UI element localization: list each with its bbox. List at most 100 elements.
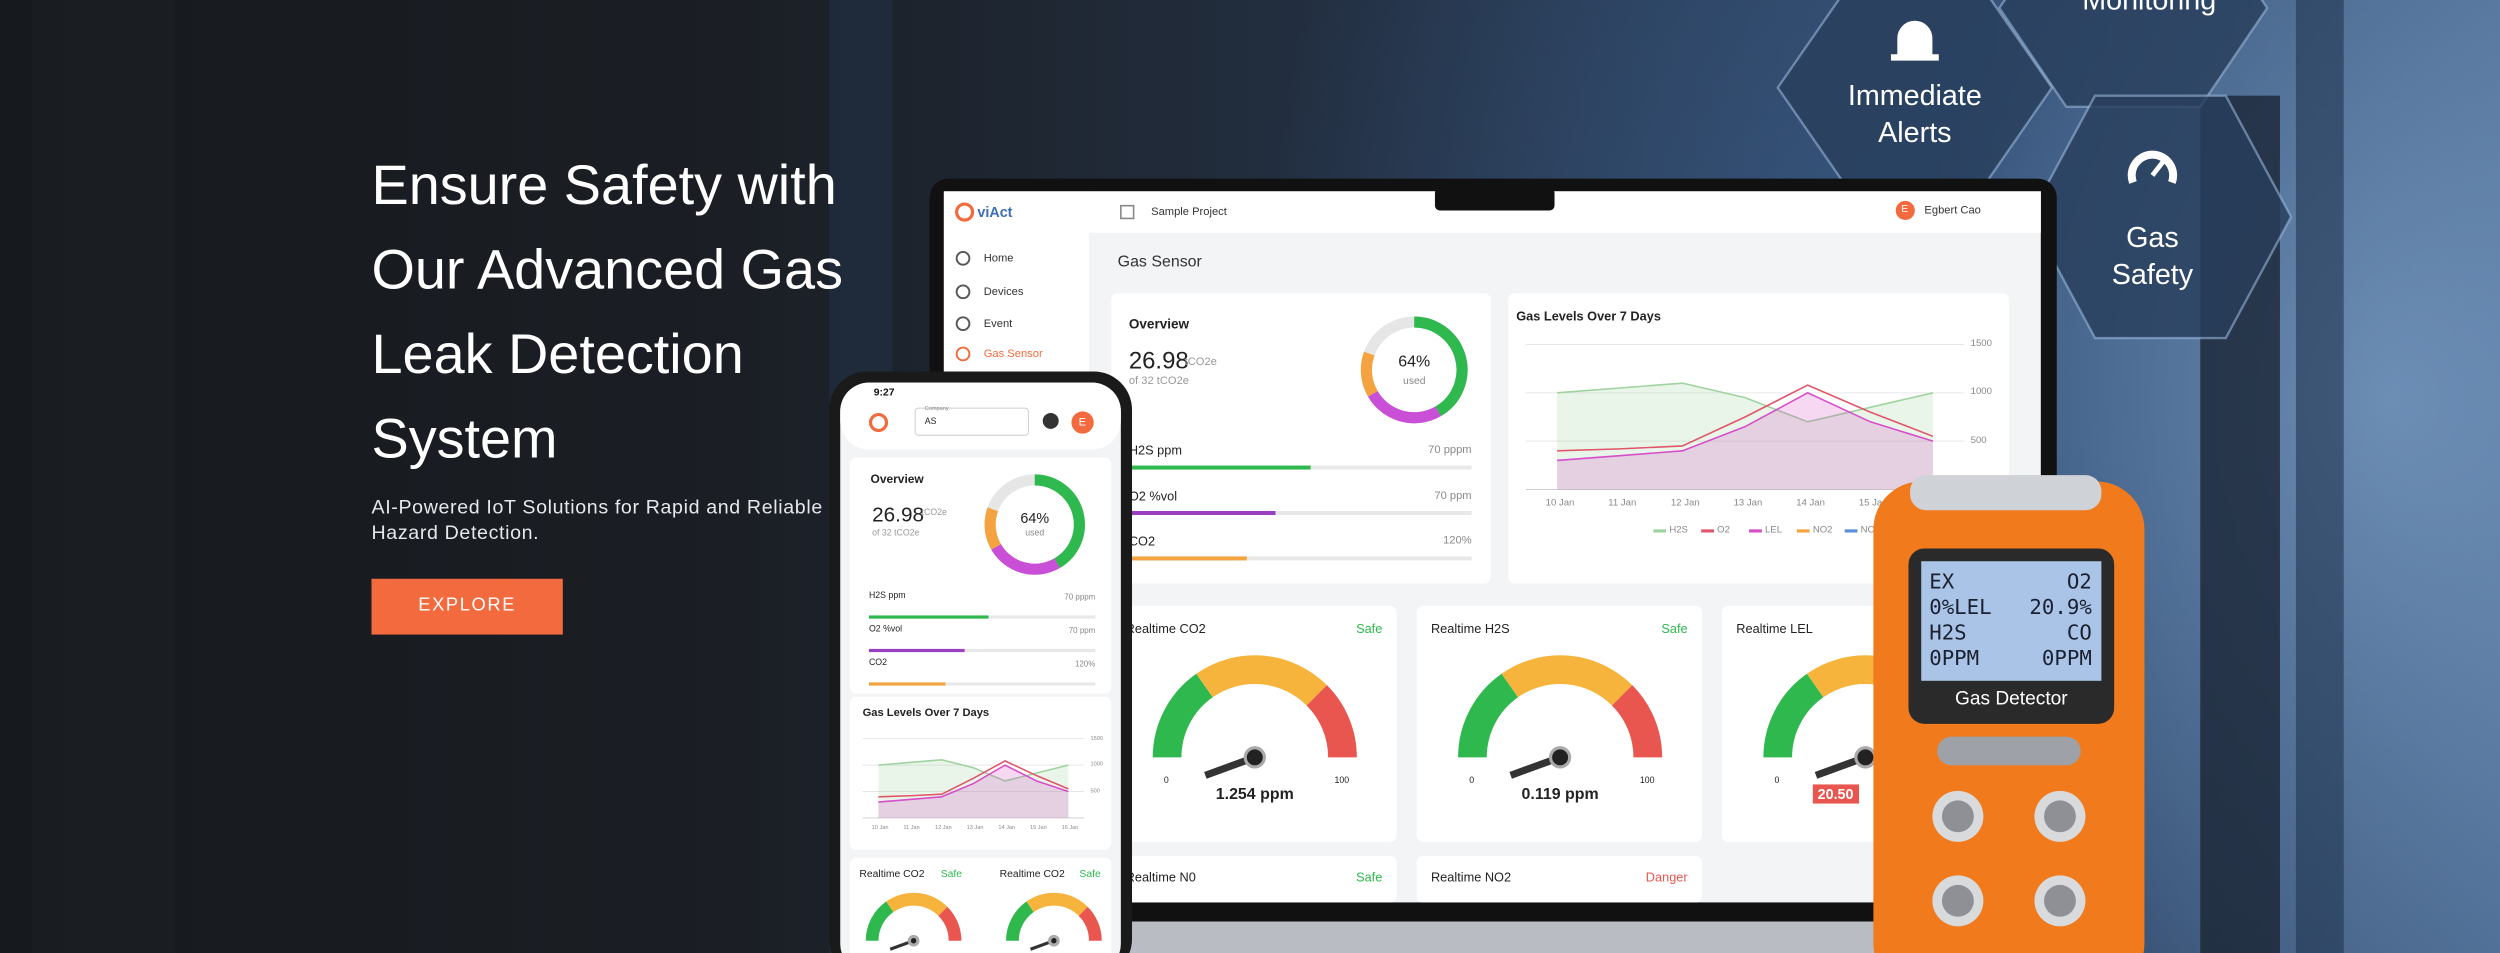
donut-arc (991, 543, 1060, 575)
x-tick-label: 15 Jan (1858, 499, 1888, 509)
speaker-grille (1941, 800, 1974, 833)
phone-gauge-card (849, 857, 1112, 953)
project-select: Sample Project (1151, 206, 1227, 218)
y-tick-label: 1000 (1090, 760, 1103, 768)
gauge-arc (1458, 673, 1519, 758)
card-title: Realtime NO2 (1430, 870, 1512, 885)
legend-label: NO2 (1812, 526, 1833, 536)
top-bar (1088, 191, 2041, 233)
donut-arc (1414, 316, 1468, 417)
x-tick-label: 10 Jan (871, 823, 889, 831)
gauge-title: Realtime CO2 (859, 868, 925, 880)
nav-icon (955, 284, 971, 300)
bell-icon (1042, 412, 1059, 429)
metric-value: 120% (1443, 535, 1472, 547)
legend-label: H2S (1669, 526, 1688, 536)
x-tick-label: 12 Jan (1670, 499, 1700, 509)
gauge-max: 100 (1639, 776, 1655, 787)
metric-track (1128, 556, 1472, 561)
lcd-text: H2S (1929, 621, 1967, 646)
explore-button[interactable]: EXPLORE (371, 578, 563, 635)
donut-percent: 64% (1020, 509, 1050, 526)
laptop-base (884, 915, 2097, 953)
feature-hexagon (1997, 0, 2269, 109)
series-line (878, 759, 1069, 782)
donut-arc (1367, 390, 1441, 424)
gauge-arc (1026, 892, 1088, 917)
overview-unit: tCO2e (1184, 356, 1217, 368)
company-select (914, 407, 1029, 436)
user-initial: E (1078, 417, 1087, 429)
series-line (1557, 384, 1934, 452)
card-status: Danger (1645, 870, 1688, 885)
company-value: AS (924, 418, 937, 428)
x-tick-label: 13 Jan (966, 823, 984, 831)
project-icon (1120, 204, 1135, 220)
gauge-min: 0 (1774, 776, 1780, 787)
x-tick-label: 14 Jan (1796, 499, 1825, 509)
gauge-reading: 20.50 (1812, 784, 1859, 804)
gauge-arc (1006, 901, 1035, 942)
metric-value: 70 ppm (1068, 626, 1096, 637)
nav-icon (955, 316, 971, 331)
metric-value: 70 ppm (1434, 490, 1472, 502)
x-tick-label: 14 Jan (998, 823, 1016, 831)
series-area (878, 759, 1069, 818)
metric-name: O2 %vol (1128, 488, 1178, 504)
gauge-hub (1548, 746, 1572, 769)
metric-bar (1128, 511, 1276, 515)
detector-buttons (1937, 736, 2081, 766)
donut-arc (1360, 351, 1378, 397)
card-status: Safe (1356, 870, 1383, 885)
lcd-text: 20.9% (2029, 596, 2092, 621)
metric-value: 70 pppm (1064, 593, 1096, 603)
phone-overview-card (849, 457, 1112, 694)
gauge-icon-needle (2150, 159, 2166, 177)
chart-title: Gas Levels Over 7 Days (862, 707, 990, 719)
y-tick-label: 500 (1970, 436, 1987, 446)
gauge-arc (1611, 685, 1663, 758)
feature-label: Immediate Alerts (1847, 79, 1982, 149)
gauge-hub (907, 934, 920, 947)
metric-value: 70 pppm (1428, 444, 1472, 456)
gauge-card (1416, 605, 1703, 842)
detector-top (1910, 475, 2102, 511)
gauge-reading: 1.254 ppm (1215, 786, 1294, 804)
card-title: Realtime N0 (1125, 870, 1196, 885)
gauge-arc (1152, 673, 1214, 758)
gauge-arc (1078, 906, 1102, 942)
nav-icon (955, 250, 971, 266)
nav-item: Home (983, 252, 1014, 264)
gauge-arc (1763, 673, 1824, 758)
lcd-text: CO (2066, 621, 2092, 646)
phone-chart-card (849, 696, 1112, 850)
speaker-grille (2044, 800, 2076, 833)
donut-label: used (1025, 529, 1045, 540)
gauge-status: Safe (940, 868, 963, 880)
series-area (1557, 383, 1933, 490)
gauge-min: 0 (1163, 776, 1169, 787)
feature-label: Gas Safety (2111, 221, 2194, 291)
gauge-arc (865, 901, 894, 942)
alert-icon (1890, 20, 1939, 61)
donut-arc (984, 507, 1002, 550)
lcd-text: O2 (2066, 570, 2092, 595)
gauge-title: Realtime H2S (1430, 621, 1510, 637)
metric-name: CO2 (868, 658, 887, 669)
x-tick-label: 10 Jan (1545, 499, 1575, 509)
y-tick-label: 500 (1090, 787, 1100, 794)
nav-item: Gas Sensor (983, 348, 1043, 360)
overview-unit: tCO2e (921, 509, 947, 519)
user-initial: E (1901, 204, 1909, 216)
series-line (1557, 382, 1934, 423)
x-tick-label: 12 Jan (935, 823, 952, 831)
gauge-arc (1196, 655, 1327, 706)
phone-logo (868, 412, 889, 433)
hero-subtitle: AI-Powered IoT Solutions for Rapid and R… (371, 495, 823, 544)
bg-pillar (31, 0, 176, 953)
gauge-arc (1306, 685, 1357, 758)
donut-arc (1034, 474, 1085, 569)
x-tick-label: 13 Jan (1733, 499, 1763, 509)
